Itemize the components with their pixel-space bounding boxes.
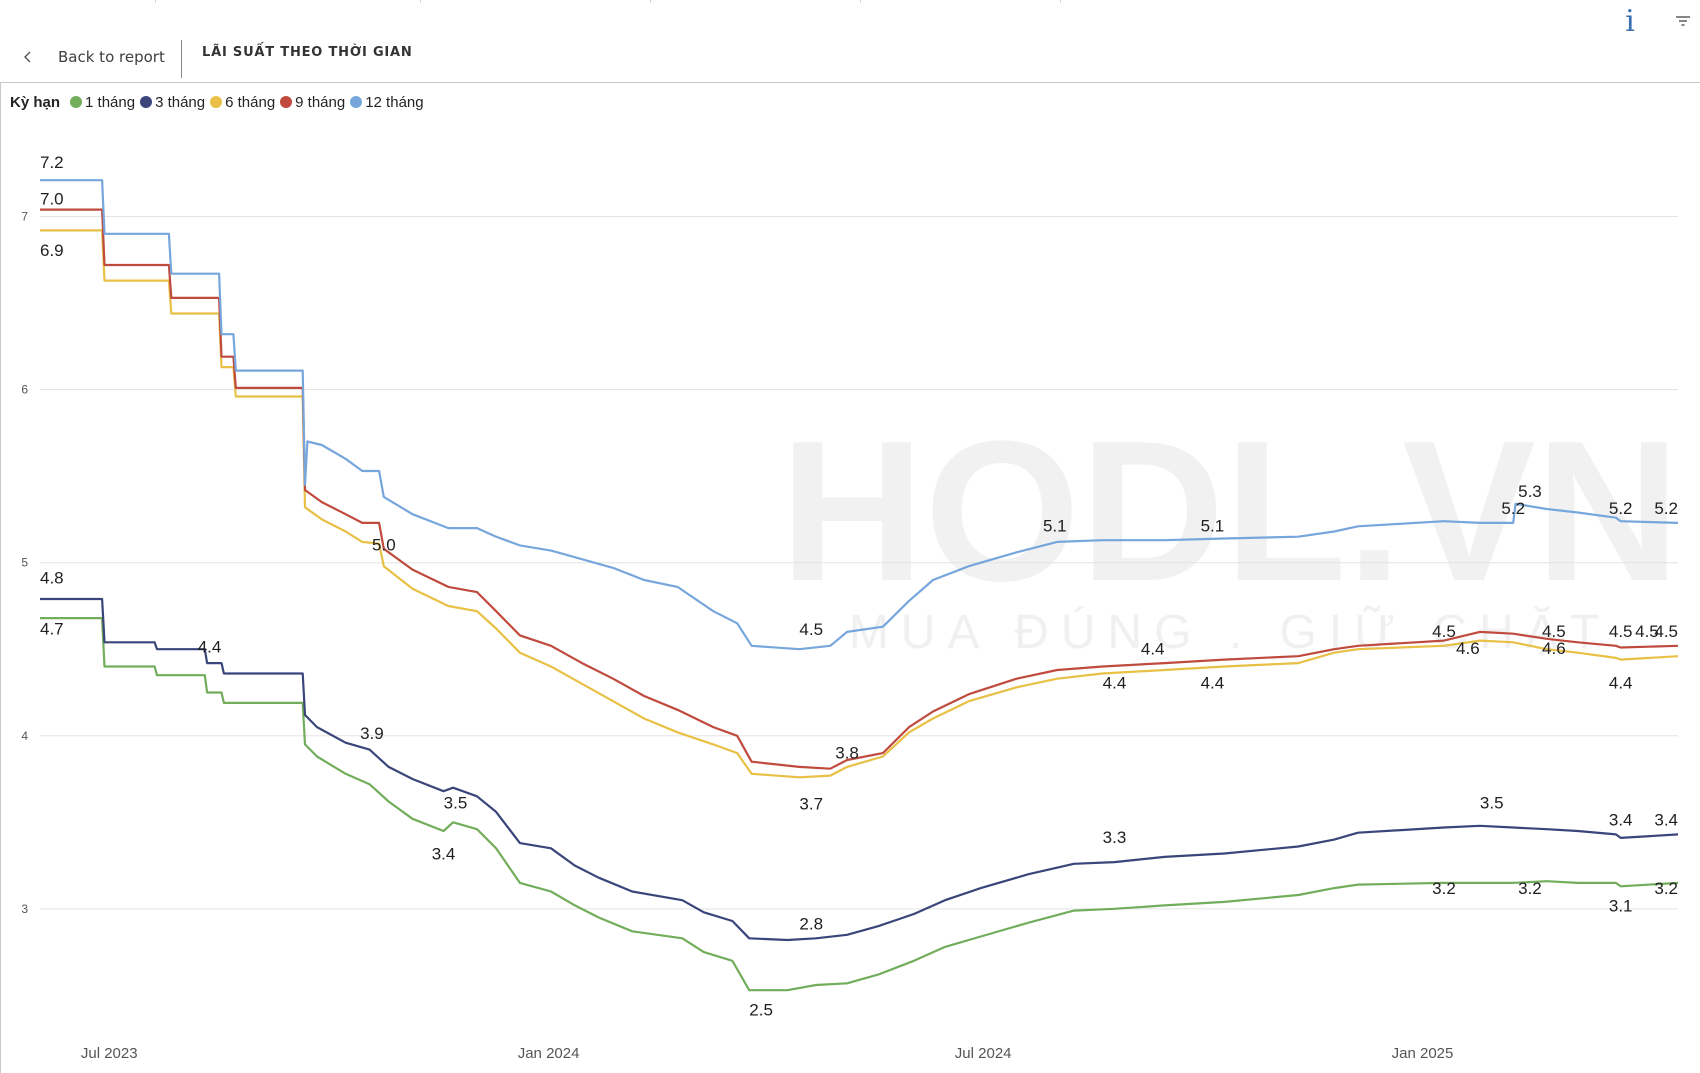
chart-legend: Kỳ hạn 1 tháng 3 tháng 6 tháng 9 tháng 1… — [10, 92, 429, 112]
data-label: 3.4 — [1654, 811, 1678, 830]
legend-dot — [350, 96, 363, 108]
gridlines — [40, 216, 1678, 910]
x-tick-label: Jul 2023 — [81, 1045, 138, 1062]
header-divider — [181, 40, 182, 78]
data-label: 4.4 — [1103, 674, 1127, 693]
series-line-2 — [40, 597, 1679, 942]
y-tick-label: 3 — [21, 902, 28, 916]
data-label: 4.6 — [1542, 639, 1566, 658]
data-label: 3.4 — [432, 845, 456, 864]
legend-item-3-thang[interactable]: 3 tháng — [140, 94, 205, 111]
data-label: 3.3 — [1103, 828, 1127, 847]
x-tick-label: Jan 2024 — [518, 1045, 580, 1062]
data-label: 4.6 — [1456, 639, 1480, 658]
y-axis: 3 4 5 6 7 — [21, 210, 28, 916]
watermark-tagline: MUA ĐÚNG . GIỮ CHẶT — [849, 605, 1611, 659]
data-label: 7.2 — [40, 153, 64, 172]
left-border — [0, 82, 1, 1073]
legend-dot — [210, 96, 223, 108]
page-header: Back to report LÃI SUẤT THEO THỜI GIAN — [0, 32, 1700, 83]
legend-title: Kỳ hạn — [10, 93, 61, 111]
legend-label: 1 tháng — [85, 93, 136, 111]
data-label: 4.5 — [1542, 622, 1566, 641]
data-label: 4.5 — [1654, 622, 1678, 641]
data-label: 4.5 — [799, 620, 823, 639]
data-label: 3.4 — [1609, 811, 1633, 830]
series-line-4 — [40, 208, 1679, 770]
data-label: 3.5 — [444, 793, 468, 812]
legend-item-9-thang[interactable]: 9 tháng — [280, 94, 345, 111]
data-label: 4.5 — [1432, 622, 1456, 641]
watermark: HODL.VN MUA ĐÚNG . GIỮ CHẶT — [780, 400, 1680, 659]
data-label: 5.1 — [1201, 516, 1225, 535]
series-line-3 — [40, 229, 1679, 779]
data-label: 3.2 — [1432, 879, 1456, 898]
legend-dot — [140, 96, 153, 108]
data-label: 4.4 — [1141, 640, 1165, 659]
legend-dot — [280, 96, 293, 108]
back-to-report-label: Back to report — [58, 48, 165, 66]
legend-label: 6 tháng — [225, 93, 276, 111]
chevron-left-icon — [24, 51, 31, 63]
data-label: 3.9 — [360, 724, 384, 743]
legend-label: 3 tháng — [155, 93, 206, 111]
data-label: 4.4 — [1609, 674, 1633, 693]
data-label: 4.5 — [1635, 622, 1659, 641]
legend-item-6-thang[interactable]: 6 tháng — [210, 94, 275, 111]
data-label: 5.1 — [1043, 516, 1067, 535]
data-label: 3.5 — [1480, 793, 1504, 812]
data-label: 2.8 — [799, 914, 823, 933]
legend-label: 9 tháng — [295, 93, 346, 111]
data-label: 4.4 — [1201, 674, 1225, 693]
data-label: 3.1 — [1609, 897, 1633, 916]
x-tick-label: Jan 2025 — [1392, 1045, 1454, 1062]
data-label: 5.0 — [372, 536, 396, 555]
data-label: 7.0 — [40, 190, 64, 209]
data-label: 3.8 — [835, 743, 859, 762]
data-label: 4.7 — [40, 620, 64, 639]
top-tab-strip — [0, 0, 1700, 4]
filter-icon[interactable] — [1674, 12, 1692, 30]
y-tick-label: 4 — [21, 729, 28, 743]
data-label: 3.2 — [1518, 879, 1542, 898]
y-tick-label: 7 — [21, 210, 28, 224]
watermark-brand: HODL.VN — [780, 400, 1680, 623]
data-label: 5.2 — [1501, 499, 1525, 518]
series-line-5 — [40, 179, 1679, 651]
x-tick-label: Jul 2024 — [955, 1045, 1012, 1062]
data-label: 5.2 — [1654, 499, 1678, 518]
data-label: 2.5 — [749, 1000, 773, 1019]
data-label: 4.8 — [40, 568, 64, 587]
data-label: 3.7 — [799, 795, 823, 814]
data-label: 3.2 — [1654, 879, 1678, 898]
legend-item-1-thang[interactable]: 1 tháng — [70, 94, 135, 111]
series-line-1 — [40, 616, 1679, 992]
data-label: 4.4 — [198, 638, 222, 657]
data-label: 4.5 — [1609, 622, 1633, 641]
data-label: 5.3 — [1518, 482, 1542, 501]
back-to-report-button[interactable]: Back to report — [22, 42, 165, 72]
page-title: LÃI SUẤT THEO THỜI GIAN — [202, 45, 413, 60]
legend-label: 12 tháng — [365, 93, 424, 111]
data-label: 5.2 — [1609, 499, 1633, 518]
legend-item-12-thang[interactable]: 12 tháng — [350, 93, 424, 111]
data-label: 6.9 — [40, 241, 64, 260]
data-labels: 7.2 7.0 6.9 4.8 4.7 4.4 5.0 3.9 3.5 3.4 4.5 3.7 3.8 2… — [40, 153, 1678, 1019]
legend-dot — [70, 96, 83, 108]
y-tick-label: 6 — [21, 383, 28, 397]
y-tick-label: 5 — [21, 556, 28, 570]
x-axis: Jul 2023 Jan 2024 Jul 2024 Jan 2025 — [81, 1045, 1453, 1062]
series-lines — [40, 179, 1679, 992]
info-icon[interactable]: i — [1625, 4, 1635, 39]
